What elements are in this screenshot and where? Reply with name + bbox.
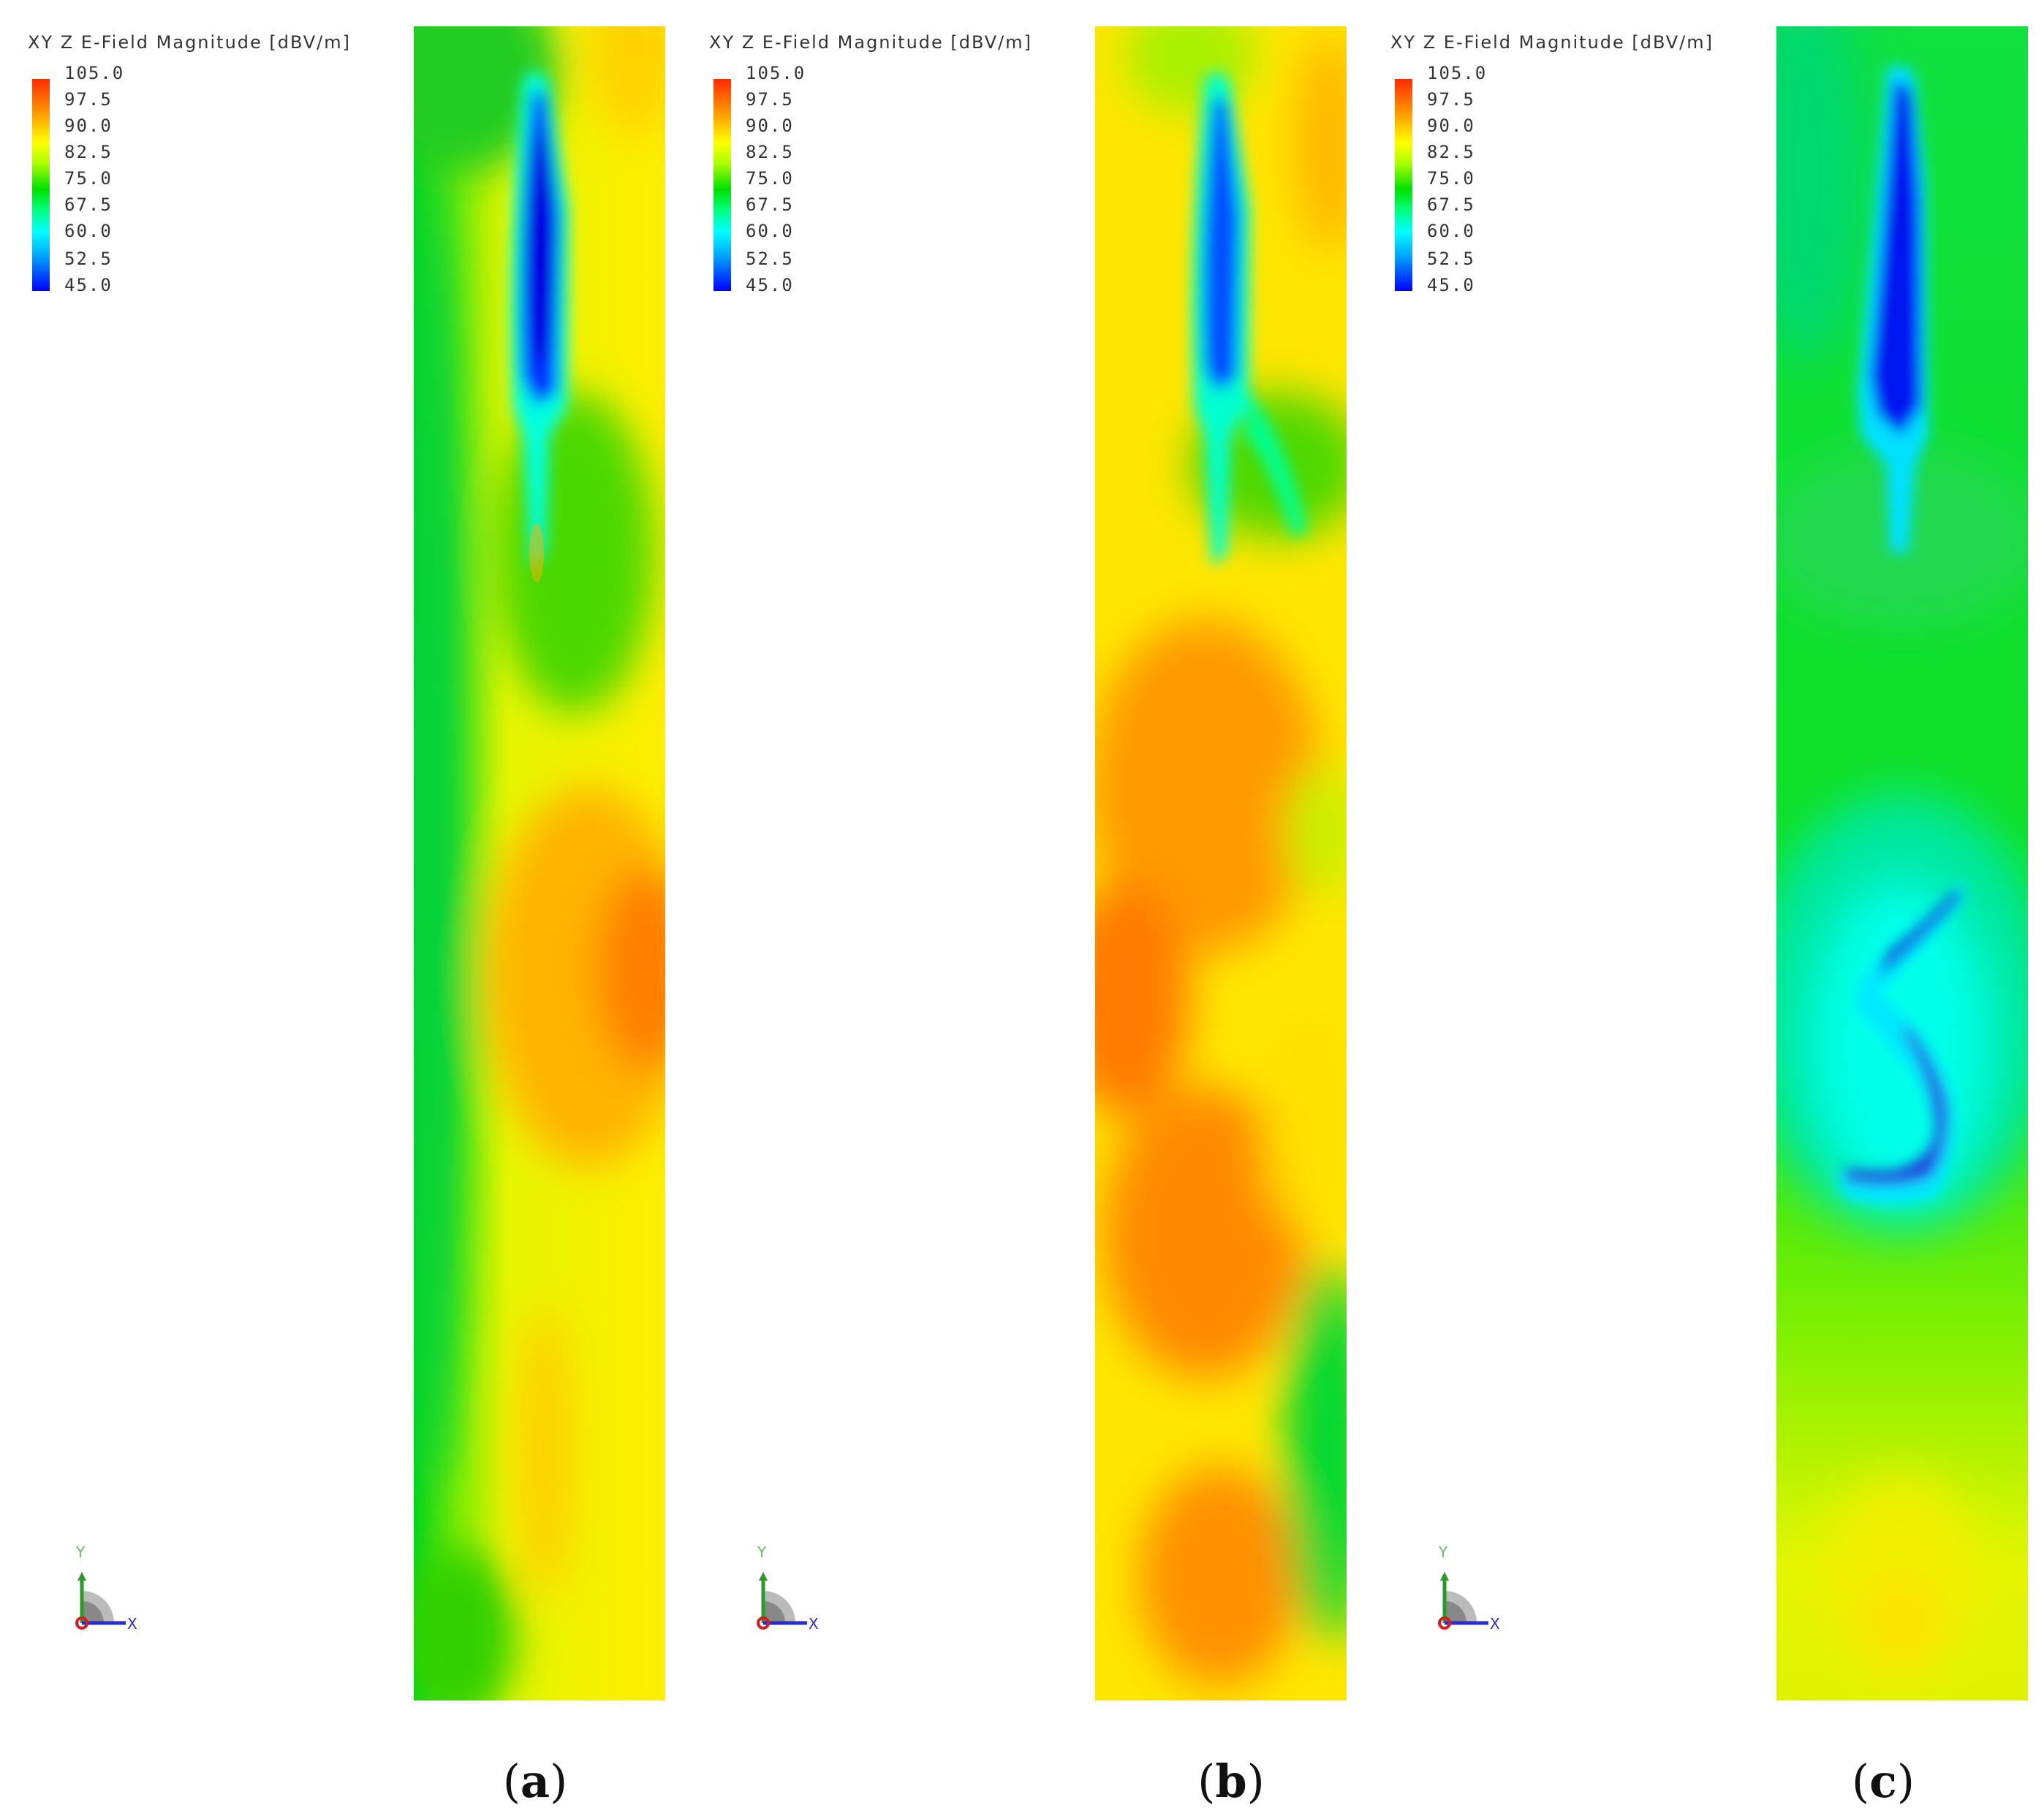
y-axis-label: Y <box>75 1543 86 1561</box>
legend-tick-82-5: 82.5 <box>64 142 113 162</box>
legend-tick-60: 60.0 <box>746 221 794 241</box>
field-map-c <box>1776 26 2028 1700</box>
x-axis-label: X <box>1490 1615 1500 1630</box>
x-axis-label: X <box>127 1615 137 1630</box>
legend-tick-60: 60.0 <box>64 221 113 241</box>
legend-tick-45: 45.0 <box>64 275 113 295</box>
caption-a: (a) <box>502 1755 568 1808</box>
legend-tick-52-5: 52.5 <box>746 249 794 269</box>
field-map-a <box>414 26 665 1700</box>
legend-tick-67-5: 67.5 <box>64 194 113 215</box>
legend-title: XY Z E-Field Magnitude [dBV/m] <box>1390 32 1714 53</box>
caption-b: (b) <box>1197 1755 1265 1808</box>
legend-tick-90: 90.0 <box>1427 116 1475 136</box>
legend-tick-90: 90.0 <box>64 116 113 136</box>
panel-c: XY Z E-Field Magnitude [dBV/m] 105.0 97.… <box>1363 0 2044 1816</box>
caption-c: (c) <box>1851 1755 1915 1808</box>
legend-tick-45: 45.0 <box>1427 275 1475 295</box>
legend-tick-82-5: 82.5 <box>1427 142 1475 162</box>
legend-tick-97-5: 97.5 <box>746 89 794 110</box>
colorbar <box>1395 79 1412 291</box>
panel-b: XY Z E-Field Magnitude [dBV/m] 105.0 97.… <box>681 0 1363 1816</box>
legend-tick-75: 75.0 <box>1427 168 1475 189</box>
legend-tick-67-5: 67.5 <box>1427 194 1475 215</box>
legend-tick-82-5: 82.5 <box>746 142 794 162</box>
colorbar <box>713 79 731 291</box>
y-axis-label: Y <box>757 1543 767 1561</box>
legend-tick-105: 105.0 <box>1427 63 1488 83</box>
axes-triad: Y X <box>754 1543 835 1632</box>
colorbar <box>32 79 50 291</box>
field-map-b <box>1095 26 1347 1700</box>
legend-tick-45: 45.0 <box>746 275 794 295</box>
axes-triad: Y X <box>73 1543 154 1632</box>
legend-tick-67-5: 67.5 <box>746 194 794 215</box>
y-axis-label: Y <box>1438 1543 1448 1561</box>
legend-tick-75: 75.0 <box>746 168 794 189</box>
legend-tick-90: 90.0 <box>746 116 794 136</box>
legend-tick-52-5: 52.5 <box>64 249 113 269</box>
legend-title: XY Z E-Field Magnitude [dBV/m] <box>709 32 1032 53</box>
legend-tick-52-5: 52.5 <box>1427 249 1475 269</box>
axes-triad: Y X <box>1436 1543 1516 1632</box>
legend-tick-75: 75.0 <box>64 168 113 189</box>
legend-tick-97-5: 97.5 <box>64 89 113 110</box>
legend-tick-105: 105.0 <box>746 63 806 83</box>
legend-tick-97-5: 97.5 <box>1427 89 1475 110</box>
legend-title: XY Z E-Field Magnitude [dBV/m] <box>28 32 351 53</box>
panel-a: XY Z E-Field Magnitude [dBV/m] 105.0 97.… <box>0 0 681 1816</box>
legend-tick-105: 105.0 <box>64 63 125 83</box>
legend-tick-60: 60.0 <box>1427 221 1475 241</box>
x-axis-label: X <box>809 1615 819 1630</box>
